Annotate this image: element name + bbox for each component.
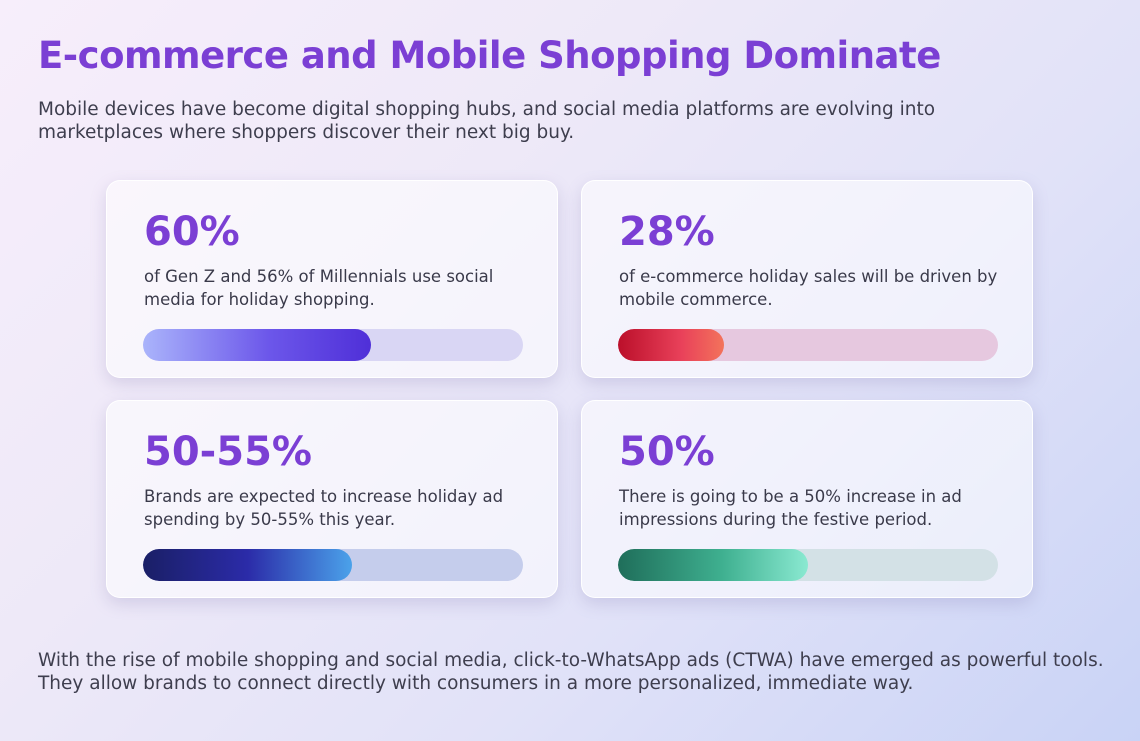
progress-bar [143,329,523,361]
progress-fill [618,329,725,361]
progress-fill [143,329,371,361]
progress-bar [618,329,998,361]
stat-card-mobile-commerce: 28% of e-commerce holiday sales will be … [581,180,1033,378]
stat-card-ad-impressions: 50% There is going to be a 50% increase … [581,400,1033,598]
intro-paragraph: Mobile devices have become digital shopp… [38,99,936,143]
outro-paragraph: With the rise of mobile shopping and soc… [38,650,1104,694]
stat-description: Brands are expected to increase holiday … [144,487,504,529]
stat-value: 50% [619,429,715,475]
stat-card-gen-z-social: 60% of Gen Z and 56% of Millennials use … [106,180,558,378]
progress-fill [143,549,352,581]
progress-bar [143,549,523,581]
stat-description: of e-commerce holiday sales will be driv… [619,267,998,309]
progress-fill [618,549,808,581]
progress-bar [618,549,998,581]
stat-description: There is going to be a 50% increase in a… [619,487,962,529]
page-title: E-commerce and Mobile Shopping Dominate [38,34,941,77]
stat-value: 50-55% [144,429,313,475]
stat-card-ad-spending: 50-55% Brands are expected to increase h… [106,400,558,598]
stat-value: 60% [144,209,240,255]
stat-value: 28% [619,209,715,255]
stat-description: of Gen Z and 56% of Millennials use soci… [144,267,494,309]
